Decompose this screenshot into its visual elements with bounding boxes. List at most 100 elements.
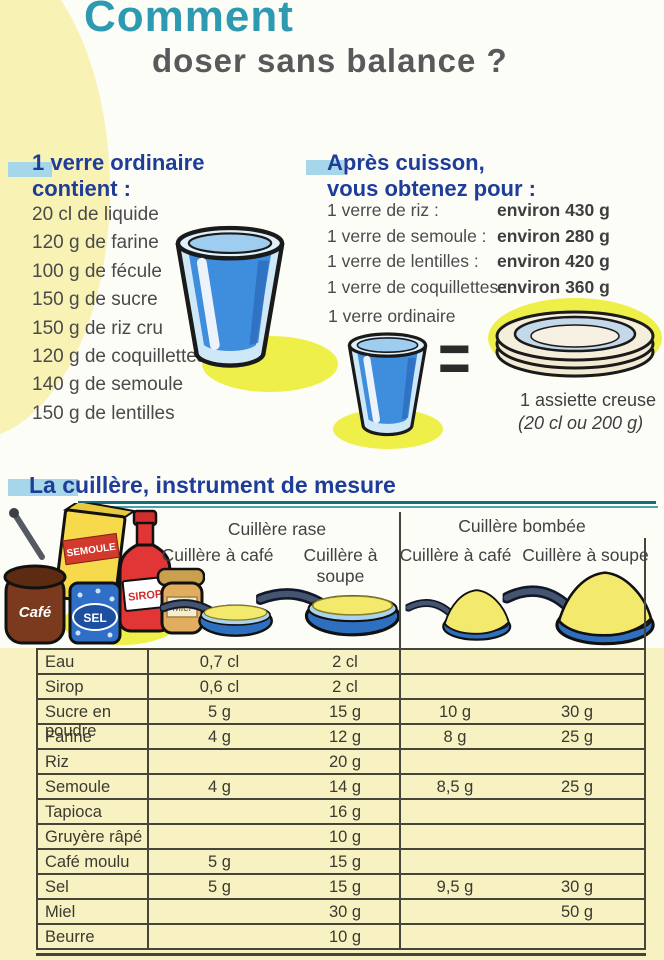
cafe-jar-icon: Café	[3, 564, 67, 645]
cooked-value: environ 420 g	[497, 251, 610, 271]
table-row: Tapioca 16 g	[37, 800, 644, 825]
plate-caption-line1: 1 assiette creuse	[520, 390, 657, 410]
sirop-label: SIROP	[128, 588, 163, 604]
list-item: 140 g de semoule	[32, 374, 184, 396]
table-cell	[400, 675, 510, 698]
table-row: Semoule 4 g 14 g 8,5 g 25 g	[37, 775, 644, 800]
page-title-accent: Comment	[84, 0, 294, 41]
list-item: 150 g de lentilles	[32, 402, 175, 424]
table-cell	[400, 825, 510, 848]
spoon-bombee-cafe-icon	[405, 580, 515, 644]
table-cell: 8 g	[443, 728, 467, 746]
table-cell: 0,7 cl	[199, 653, 240, 671]
table-cell: 20 g	[328, 753, 362, 771]
spoon-bombee-soupe-icon	[502, 558, 660, 650]
cooked-row: 1 verre de coquillettes : environ 360 g	[327, 277, 657, 303]
table-cell	[400, 850, 510, 873]
table-cell: Riz	[37, 750, 149, 773]
table-row: Sirop 0,6 cl 2 cl	[37, 675, 644, 700]
table-cell: Beurre	[37, 925, 149, 948]
section2-heading-line2: vous obtenez pour :	[327, 176, 536, 201]
cooked-label: 1 verre de lentilles :	[327, 251, 479, 271]
table-cell	[400, 900, 510, 923]
miel-label: Miel	[173, 603, 192, 614]
plate-caption-line2: (20 cl ou 200 g)	[518, 413, 644, 433]
table-cell: 4 g	[208, 778, 231, 796]
equivalence-glass-label: 1 verre ordinaire	[328, 306, 456, 326]
table-cell: 12 g	[328, 728, 362, 746]
table-row: Beurre 10 g	[37, 925, 644, 950]
list-item: 150 g de sucre	[32, 289, 158, 311]
list-item: 20 cl de liquide	[32, 204, 159, 225]
table-cell	[510, 675, 644, 698]
group-header-bombee: Cuillère bombée	[458, 516, 586, 536]
table-cell: 2 cl	[332, 653, 358, 671]
list-item: 150 g de riz cru	[32, 317, 163, 339]
cooked-value: environ 280 g	[497, 225, 610, 246]
cooked-value: environ 360 g	[497, 276, 610, 297]
section-rule-shadow	[84, 506, 658, 508]
table-right-border	[644, 538, 646, 950]
table-background-band	[0, 648, 664, 960]
sirop-bottle-icon: SIROP	[118, 509, 172, 633]
list-item: 120 g de coquillettes	[32, 346, 207, 368]
glass-icon	[155, 212, 338, 392]
table-cell: 15 g	[328, 703, 362, 721]
section1-heading-line1: 1 verre ordinaire	[32, 150, 205, 175]
col-header-rase-cafe: Cuillère à café	[161, 545, 274, 565]
table-cell: 10 g	[438, 703, 472, 721]
page-title-rest: doser sans balance ?	[152, 42, 508, 79]
cooked-label: 1 verre de semoule :	[327, 225, 487, 246]
table-cell: 30 g	[328, 903, 362, 921]
small-glass-icon	[333, 324, 443, 449]
section2-bullet	[306, 160, 344, 175]
table-cell	[149, 800, 290, 823]
table-row: Eau 0,7 cl 2 cl	[37, 650, 644, 675]
spoon-rase-soupe-icon	[256, 574, 403, 639]
table-row: Miel 30 g 50 g	[37, 900, 644, 925]
group-header-rase: Cuillère rase	[227, 519, 327, 539]
table-cell: 30 g	[560, 703, 594, 721]
table-row: Sel 5 g 15 g 9,5 g 30 g	[37, 875, 644, 900]
table-cell: Café moulu	[37, 850, 149, 873]
table-cell: Tapioca	[37, 800, 149, 823]
table-cell: 5 g	[208, 878, 231, 896]
table-cell: 5 g	[208, 703, 231, 721]
table-bottom-rule	[36, 953, 646, 956]
table-cell	[400, 750, 510, 773]
table-cell: 8,5 g	[436, 778, 474, 796]
table-row: Café moulu 5 g 15 g	[37, 850, 644, 875]
section-rule	[78, 501, 656, 504]
table-cell	[510, 850, 644, 873]
sel-label: SEL	[83, 611, 106, 625]
table-cell	[149, 900, 290, 923]
table-row: Farine 4 g 12 g 8 g 25 g	[37, 725, 644, 750]
cooked-row: 1 verre de semoule : environ 280 g	[327, 226, 657, 252]
table-row: Gruyère râpé 10 g	[37, 825, 644, 850]
table-cell	[149, 750, 290, 773]
cooked-row: 1 verre de lentilles : environ 420 g	[327, 251, 657, 277]
list-item: 120 g de farine	[32, 232, 159, 254]
equals-icon: =	[438, 318, 471, 397]
cafe-label: Café	[19, 604, 52, 621]
table-cell: 9,5 g	[436, 878, 474, 896]
table-cell	[400, 925, 510, 948]
table-cell: 30 g	[560, 878, 594, 896]
table-cell: Semoule	[37, 775, 149, 798]
table-cell: 0,6 cl	[199, 678, 240, 696]
col-header-bombee-soupe: Cuillère à soupe	[522, 545, 649, 565]
table-cell: 25 g	[560, 728, 594, 746]
table-cell	[510, 650, 644, 673]
section2-heading-line1: Après cuisson,	[327, 150, 485, 175]
table-cell: 15 g	[328, 853, 362, 871]
col-header-rase-soupe: Cuillère à soupe	[303, 545, 378, 586]
table-row: Riz 20 g	[37, 750, 644, 775]
table-cell: 50 g	[560, 903, 594, 921]
table-row: Sucre en poudre 5 g 15 g 10 g 30 g	[37, 700, 644, 741]
cooked-list: 1 verre de riz : environ 430 g 1 verre d…	[327, 200, 657, 302]
table-cell: 16 g	[328, 803, 362, 821]
table-group-divider	[399, 512, 401, 950]
table-cell: 10 g	[328, 928, 362, 946]
plate-icon	[488, 298, 662, 378]
